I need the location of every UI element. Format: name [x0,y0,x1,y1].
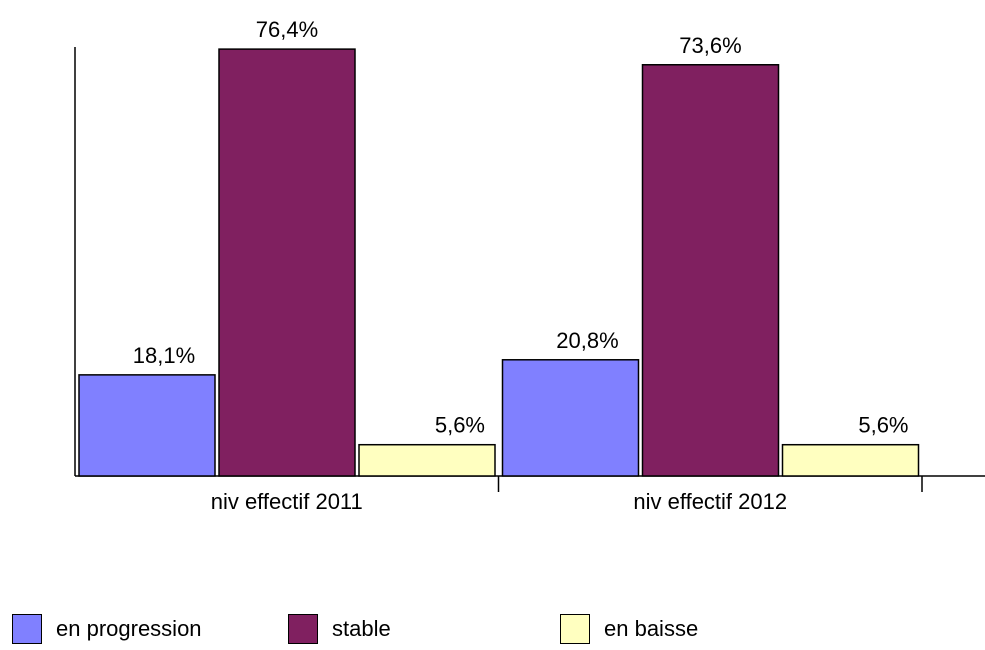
data-label-en-progression-1: 18,1% [133,343,195,368]
bar-en-progression-2 [501,359,640,477]
legend-label-en-progression: en progression [56,616,202,641]
bar-en-progression-1 [78,374,216,477]
bar-stable-1 [218,48,356,477]
legend-swatch-en-progression [12,614,42,644]
legend-label-en-baisse: en baisse [604,616,699,641]
data-label-stable-1: 76,4% [256,17,318,42]
bar-stable-2 [641,64,780,477]
category-label-2: niv effectif 2012 [633,489,787,514]
legend-item-stable: stable [288,614,391,644]
legend-swatch-stable [288,614,318,644]
legend-label-stable: stable [332,616,391,641]
chart: 18,1% 76,4% 5,6% 20,8% 73,6% 5,6% niv effecti… [74,17,985,514]
data-label-en-baisse-1: 5,6% [435,413,485,438]
legend-item-en-progression: en progression [12,614,202,644]
legend: en progression stable en baisse [0,614,985,650]
category-label-1: niv effectif 2011 [211,489,363,514]
bars-layer [78,48,920,477]
data-label-en-baisse-2: 5,6% [858,413,908,438]
data-label-en-progression-2: 20,8% [556,328,618,353]
legend-swatch-en-baisse [560,614,590,644]
ticks-layer: niv effectif 2011 niv effectif 2012 [211,476,923,514]
legend-item-en-baisse: en baisse [560,614,698,644]
bar-en-baisse-2 [781,443,920,477]
labels-layer: 18,1% 76,4% 5,6% 20,8% 73,6% 5,6% [133,17,909,438]
data-label-stable-2: 73,6% [679,33,741,58]
bar-en-baisse-1 [358,443,496,477]
